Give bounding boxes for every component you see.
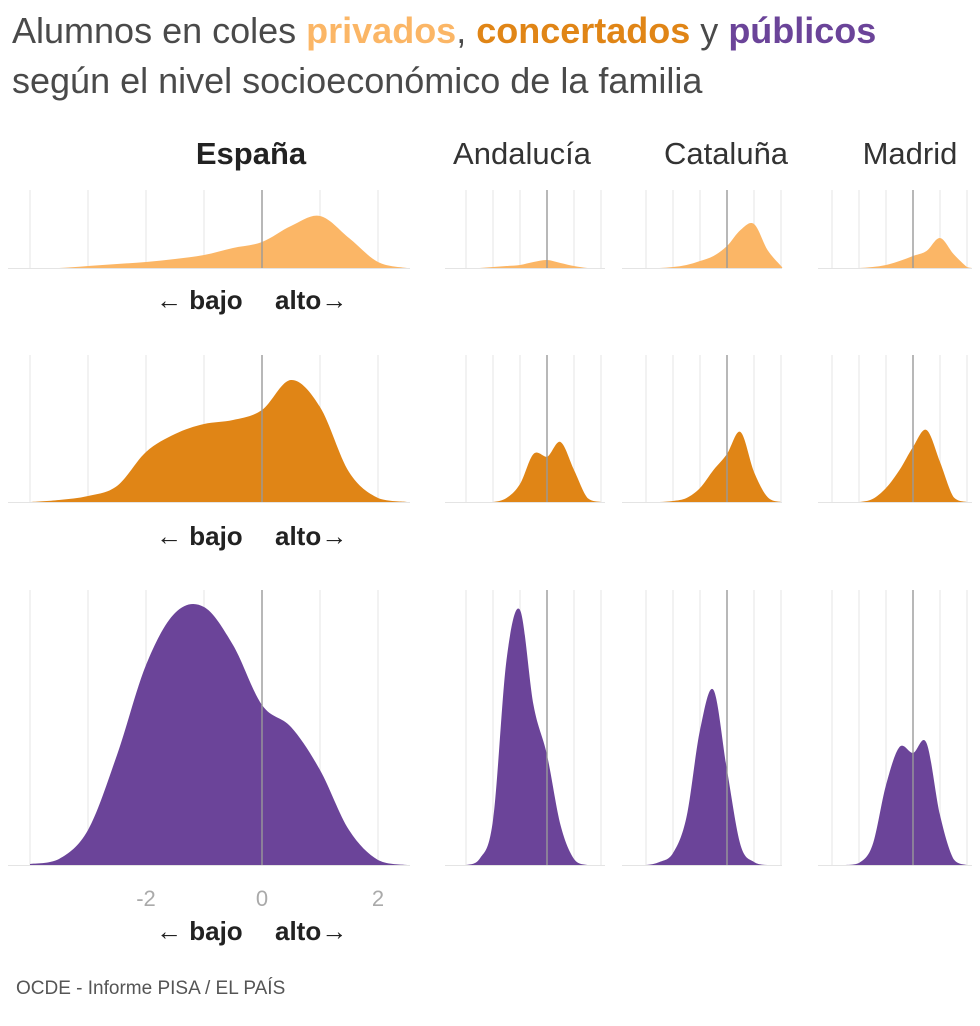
grid-publicos-andalucia [465,590,602,865]
region-header-andalucia: Andalucía [453,136,592,171]
density-privados-madrid [818,237,972,268]
direction-low-label: ← bajo [156,521,243,551]
density-concertados-andalucia [445,441,605,502]
chart-title: Alumnos en coles privados, concertados y… [12,6,972,106]
direction-low-label: ← bajo [156,285,243,315]
direction-low-label: ← bajo [156,916,243,946]
density-publicos-madrid [818,740,972,865]
region-header-madrid: Madrid [863,136,958,171]
density-publicos-andalucia [445,608,605,865]
title-publicos: públicos [728,10,877,51]
x-tick-label: 0 [256,886,268,911]
title-concertados: concertados [476,10,691,51]
density-concertados-cataluna [622,431,783,502]
grid-concertados-madrid [831,355,968,502]
title-line-2: según el nivel socioeconómico de la fami… [12,60,703,101]
region-header-cataluna: Cataluña [664,136,789,171]
direction-high-label: alto→ [275,916,347,946]
grid-privados-andalucia [465,190,602,268]
density-privados-cataluna [622,222,783,268]
title-privados: privados [306,10,457,51]
density-publicos-cataluna [622,688,783,865]
title-prefix: Alumnos en coles [12,10,307,51]
source-note: OCDE - Informe PISA / EL PAÍS [16,978,286,999]
grid-publicos-cataluna [645,590,782,865]
title-sep-1: , [456,10,477,51]
region-header-espana: España [196,136,307,171]
density-concertados-madrid [818,429,972,502]
grid-privados-cataluna [645,190,782,268]
density-concertados-espana [30,379,407,502]
title-line-1: Alumnos en coles privados, concertados y… [12,6,972,56]
density-publicos-espana [30,604,407,865]
direction-high-label: alto→ [275,521,347,551]
direction-high-label: alto→ [275,285,347,315]
density-privados-andalucia [445,259,605,268]
x-tick-label: -2 [136,886,156,911]
title-sep-2: y [690,10,729,51]
density-privados-espana [30,215,407,268]
x-tick-label: 2 [372,886,384,911]
grid-concertados-cataluna [645,355,782,502]
